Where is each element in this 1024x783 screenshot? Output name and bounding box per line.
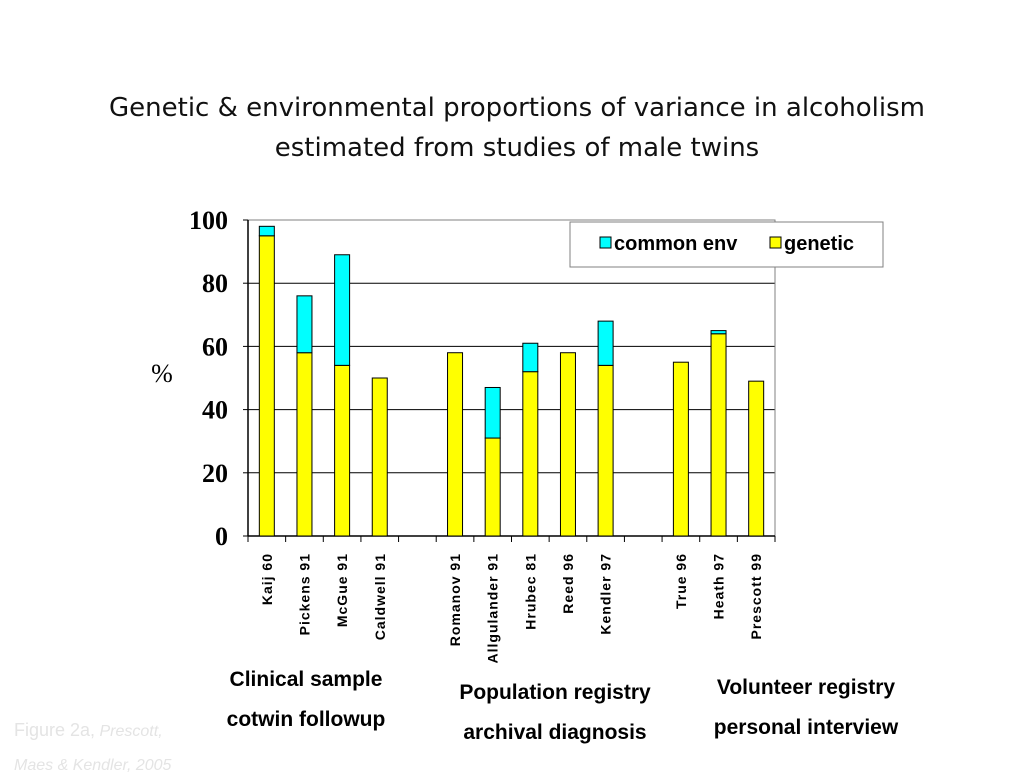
group-label-population-line-1: Population registry bbox=[459, 681, 651, 704]
x-tick-label-11: True 96 bbox=[673, 553, 689, 609]
group-label-volunteer-line-2: personal interview bbox=[713, 716, 899, 739]
slide-title: Genetic & environmental proportions of v… bbox=[30, 88, 1004, 168]
group-label-clinical-line-2: cotwin followup bbox=[226, 708, 386, 731]
y-tick-label-20: 20 bbox=[202, 459, 228, 488]
group-label-clinical-line-1: Clinical sample bbox=[229, 668, 383, 691]
caption-italic-1: Prescott, bbox=[99, 723, 163, 740]
bar-common-env-6 bbox=[484, 386, 501, 439]
y-tick-label-60: 60 bbox=[202, 332, 228, 361]
bar-genetic-9 bbox=[597, 364, 614, 537]
legend-label-common-env: common env bbox=[614, 233, 738, 255]
bar-genetic-2 bbox=[334, 364, 351, 537]
bar-common-env-0 bbox=[258, 225, 275, 237]
y-axis-label: % bbox=[151, 359, 173, 388]
bar-common-env-2 bbox=[334, 254, 351, 366]
legend-swatch-genetic bbox=[769, 236, 782, 249]
bar-genetic-7 bbox=[522, 371, 539, 537]
x-tick-label-5: Romanov 91 bbox=[447, 553, 463, 646]
legend: common env genetic bbox=[569, 221, 884, 268]
y-tick-label-40: 40 bbox=[202, 396, 228, 425]
bar-common-env-9 bbox=[597, 320, 614, 366]
legend-box bbox=[569, 221, 884, 268]
caption-italic-2: Maes & Kendler, 2005 bbox=[14, 757, 172, 774]
bar-genetic-8 bbox=[559, 352, 576, 537]
axes bbox=[243, 219, 776, 542]
legend-swatch-common-env bbox=[599, 236, 612, 249]
y-tick-label-0: 0 bbox=[215, 522, 228, 551]
x-tick-label-8: Reed 96 bbox=[560, 553, 576, 614]
group-label-population: Population registry archival diagnosis bbox=[430, 673, 680, 753]
bar-genetic-1 bbox=[296, 352, 313, 537]
bar-genetic-11 bbox=[672, 361, 689, 537]
y-tick-label-80: 80 bbox=[202, 269, 228, 298]
x-tick-label-6: Allgulander 91 bbox=[485, 553, 501, 663]
x-tick-label-3: Caldwell 91 bbox=[372, 553, 388, 640]
slide-title-line-2: estimated from studies of male twins bbox=[274, 133, 760, 163]
slide-title-line-1: Genetic & environmental proportions of v… bbox=[109, 93, 925, 123]
bar-common-env-7 bbox=[522, 342, 539, 373]
group-label-population-line-2: archival diagnosis bbox=[463, 721, 647, 744]
group-label-volunteer-line-1: Volunteer registry bbox=[716, 676, 896, 699]
bar-genetic-3 bbox=[371, 377, 388, 537]
bar-genetic-13 bbox=[748, 380, 765, 537]
x-tick-label-1: Pickens 91 bbox=[296, 553, 312, 635]
bar-genetic-5 bbox=[447, 352, 464, 537]
legend-label-genetic: genetic bbox=[784, 233, 854, 255]
x-tick-label-13: Prescott 99 bbox=[748, 553, 764, 639]
y-tick-label-100: 100 bbox=[189, 206, 228, 235]
bar-common-env-1 bbox=[296, 295, 313, 354]
bar-genetic-0 bbox=[258, 235, 275, 537]
x-tick-label-7: Hrubec 81 bbox=[522, 553, 538, 630]
x-tick-label-0: Kaij 60 bbox=[259, 553, 275, 605]
x-tick-label-9: Kendler 97 bbox=[598, 553, 614, 635]
group-label-volunteer: Volunteer registry personal interview bbox=[686, 668, 926, 748]
figure-caption: Figure 2a, Prescott, Maes & Kendler, 200… bbox=[14, 713, 171, 783]
bar-genetic-12 bbox=[710, 333, 727, 537]
group-label-clinical: Clinical sample cotwin followup bbox=[196, 660, 416, 740]
tick-labels: 0 20 40 60 80 100% Kaij 60 Pickens 91 McGue 91 Ca… bbox=[151, 206, 764, 663]
x-tick-label-12: Heath 97 bbox=[711, 553, 727, 619]
caption-text: Figure 2a, bbox=[14, 720, 96, 740]
bar-genetic-6 bbox=[484, 437, 501, 537]
bars bbox=[258, 225, 765, 537]
bar-common-env-12 bbox=[710, 330, 727, 335]
x-tick-label-2: McGue 91 bbox=[334, 553, 350, 627]
